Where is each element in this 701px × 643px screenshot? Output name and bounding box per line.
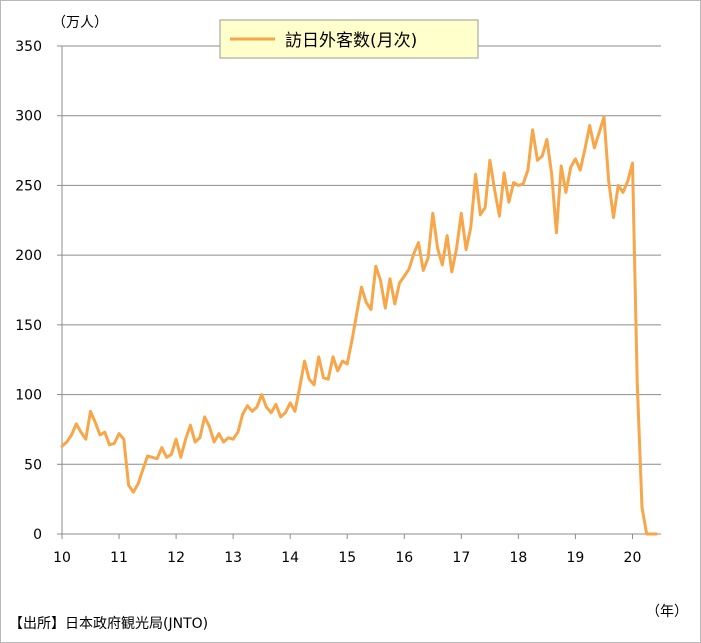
legend-label: 訪日外客数(月次): [285, 31, 417, 51]
y-tick-label: 200: [15, 248, 42, 264]
x-tick-label: 16: [395, 550, 413, 566]
y-tick-label: 250: [15, 178, 42, 194]
y-tick-label: 0: [33, 527, 42, 543]
legend: 訪日外客数(月次): [219, 19, 479, 59]
x-unit-label: （年）: [646, 604, 688, 620]
y-tick-label: 350: [15, 39, 42, 55]
x-tick-label: 18: [509, 550, 527, 566]
x-tick-label: 20: [624, 550, 642, 566]
series-line: [60, 115, 658, 536]
y-tick-labels: 0 50 100 150 200 250 300 350: [15, 39, 42, 543]
y-unit-label: （万人）: [52, 15, 108, 31]
y-tick-label: 100: [15, 388, 42, 404]
x-tick-labels: 10 11 12 13 14 15 16 17 18 19 20: [53, 550, 641, 566]
x-tick-marks: [61, 534, 633, 539]
source-note: 【出所】日本政府観光局(JNTO): [9, 615, 208, 632]
x-tick-label: 10: [53, 550, 71, 566]
x-tick-label: 11: [110, 550, 128, 566]
y-tick-label: 50: [24, 457, 42, 473]
x-tick-label: 19: [567, 550, 585, 566]
x-tick-label: 15: [338, 550, 356, 566]
x-tick-label: 13: [224, 550, 242, 566]
x-tick-label: 12: [167, 550, 185, 566]
y-tick-label: 150: [15, 318, 42, 334]
x-tick-label: 17: [452, 550, 470, 566]
x-tick-label: 14: [281, 550, 299, 566]
grid-lines: [57, 45, 661, 535]
y-tick-label: 300: [15, 109, 42, 125]
